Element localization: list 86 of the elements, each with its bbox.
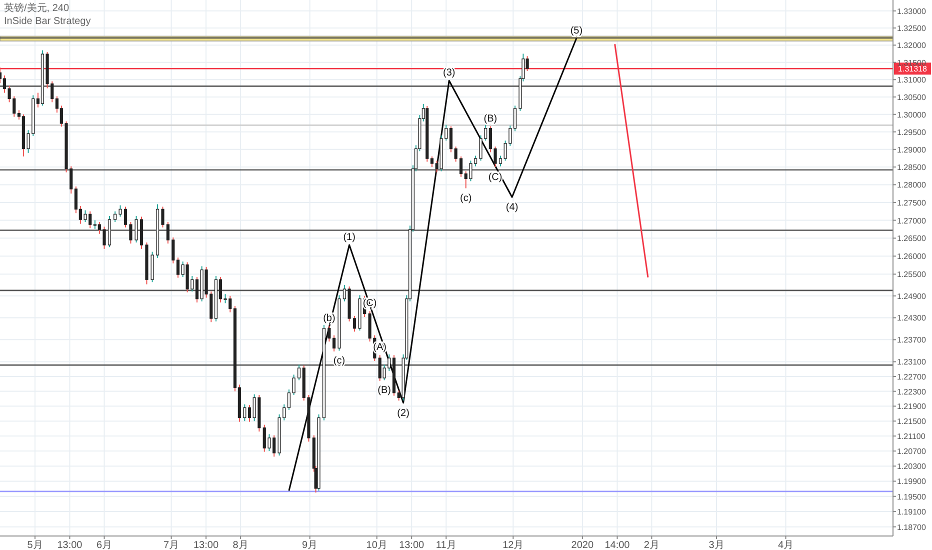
- candlestick: [328, 325, 331, 342]
- candlestick: [342, 284, 346, 302]
- annotation: (4): [506, 202, 518, 214]
- candlestick: [459, 156, 463, 178]
- annotation: (B): [484, 113, 498, 124]
- y-tick-label: 1.19900: [897, 477, 926, 486]
- x-tick-label: 2月: [644, 540, 660, 550]
- y-tick-label: 1.21900: [897, 402, 926, 412]
- y-tick-label: 1.30500: [897, 92, 926, 102]
- candlestick: [161, 206, 164, 228]
- chart-title: 英镑/美元, 240: [4, 2, 70, 14]
- candlestick: [134, 215, 138, 243]
- y-tick-label: 1.31000: [897, 76, 926, 85]
- x-tick-label: 3月: [708, 540, 724, 550]
- candlestick: [352, 315, 356, 332]
- candlestick: [124, 206, 128, 228]
- candlestick: [172, 236, 175, 264]
- x-tick-label: 10月: [366, 540, 388, 550]
- y-tick-label: 1.24300: [897, 314, 926, 323]
- y-tick-label: 1.19500: [897, 492, 926, 502]
- y-tick-label: 1.28500: [897, 163, 926, 172]
- annotation: (C): [488, 172, 502, 184]
- line-series: [288, 38, 578, 492]
- x-tick-label: 8月: [232, 540, 248, 550]
- candlestick: [176, 257, 180, 278]
- y-tick-label: 1.24900: [897, 292, 926, 301]
- candlestick: [454, 146, 458, 162]
- text: InSide Bar Strategy: [4, 16, 91, 27]
- candlestick: [297, 364, 301, 381]
- candlestick: [332, 334, 336, 352]
- y-tick-label: 1.33000: [897, 6, 926, 16]
- x-tick-label: 4月: [778, 540, 794, 550]
- candlestick: [129, 222, 132, 244]
- x-tick-label: 6月: [96, 540, 112, 550]
- y-tick-label: 1.29500: [897, 128, 926, 137]
- annotation: (c): [333, 356, 346, 367]
- candlestick: [449, 126, 453, 153]
- candlestick: [114, 210, 117, 223]
- annotation: (c): [460, 193, 472, 204]
- y-tick-label: 1.21500: [897, 417, 926, 426]
- y-tick-label: 1.20700: [897, 447, 926, 456]
- y-tick-label: 1.32000: [897, 41, 926, 50]
- y-tick-label: 1.22300: [897, 387, 926, 396]
- x-tick-label: 13:00: [57, 540, 83, 550]
- y-tick-label: 1.26000: [897, 252, 926, 262]
- candlestick: [118, 204, 122, 218]
- annotation: (B): [378, 385, 391, 396]
- y-tick-label: 1.19100: [897, 508, 926, 517]
- y-tick-label: 1.28000: [897, 180, 926, 190]
- annotation: (3): [442, 68, 456, 79]
- x-tick-label: 11月: [436, 540, 456, 550]
- y-tick-label: 1.21100: [897, 432, 926, 442]
- annotation: (5): [570, 25, 583, 36]
- candlestick: [498, 155, 502, 167]
- candlestick: [166, 222, 170, 244]
- y-tick-label: 1.23100: [897, 358, 926, 367]
- y-tick-label: 1.18700: [897, 522, 926, 532]
- x-tick-label: 13:00: [194, 540, 219, 550]
- y-tick-label: 1.26500: [897, 234, 926, 244]
- y-tick-label: 1.30000: [897, 110, 926, 120]
- y-tick-label: 1.29000: [897, 145, 926, 154]
- candlestick: [248, 404, 252, 422]
- x-tick-label: 9月: [302, 540, 318, 550]
- x-tick-label: 12月: [502, 540, 524, 550]
- y-tick-label: 1.27500: [897, 198, 926, 208]
- x-tick-label: 5月: [27, 540, 43, 550]
- candlestick: [2, 74, 6, 94]
- x-tick-label: 7月: [164, 540, 180, 550]
- y-tick-label: 1.25500: [897, 270, 926, 280]
- x-tick-label: 13:00: [399, 540, 425, 550]
- candlestick: [287, 388, 291, 410]
- y-tick-label: 1.20300: [897, 462, 926, 472]
- candlestick: [292, 374, 296, 396]
- candlestick: [195, 276, 199, 303]
- ref-line-label: 1.31318: [898, 64, 928, 74]
- candlestick: [243, 404, 246, 422]
- candlestick: [513, 105, 517, 132]
- candlestick: [430, 156, 434, 168]
- y-tick-label: 1.23700: [897, 336, 926, 345]
- x-tick-label: 14:00: [604, 540, 630, 550]
- y-tick-label: 1.22700: [897, 372, 926, 382]
- annotation: (1): [343, 232, 356, 243]
- annotation: (2): [397, 408, 410, 419]
- y-tick-label: 1.32500: [897, 24, 926, 33]
- x-tick-label: 2020: [571, 540, 594, 550]
- y-tick-label: 1.27000: [897, 216, 926, 226]
